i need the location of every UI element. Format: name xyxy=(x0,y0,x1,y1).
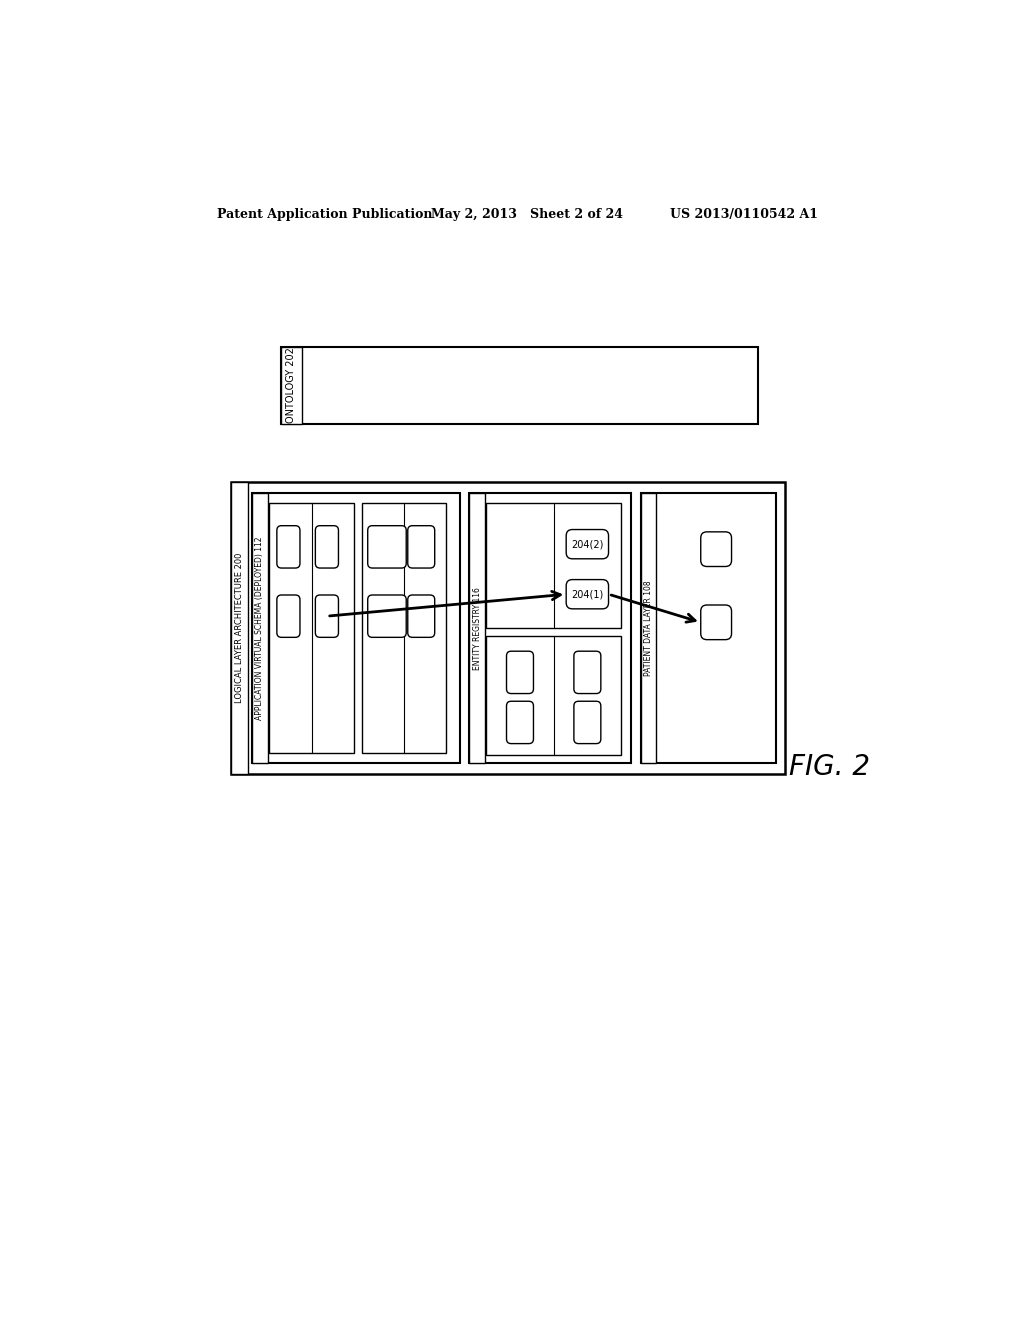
Bar xyxy=(252,494,267,763)
Text: 204(2): 204(2) xyxy=(571,539,603,549)
FancyBboxPatch shape xyxy=(408,595,435,638)
FancyBboxPatch shape xyxy=(276,525,300,568)
Bar xyxy=(361,503,446,752)
FancyBboxPatch shape xyxy=(276,595,300,638)
Bar xyxy=(641,494,656,763)
Text: US 2013/0110542 A1: US 2013/0110542 A1 xyxy=(670,209,817,222)
Bar xyxy=(281,347,302,424)
FancyBboxPatch shape xyxy=(573,701,601,743)
Text: ONTOLOGY 202: ONTOLOGY 202 xyxy=(287,347,297,424)
FancyBboxPatch shape xyxy=(700,605,731,640)
Bar xyxy=(641,494,776,763)
Text: FIG. 2: FIG. 2 xyxy=(788,752,870,780)
FancyBboxPatch shape xyxy=(368,525,407,568)
FancyBboxPatch shape xyxy=(566,529,608,558)
FancyBboxPatch shape xyxy=(507,701,534,743)
Bar xyxy=(230,482,785,775)
FancyBboxPatch shape xyxy=(573,651,601,693)
FancyBboxPatch shape xyxy=(507,651,534,693)
FancyBboxPatch shape xyxy=(408,525,435,568)
FancyBboxPatch shape xyxy=(700,532,731,566)
Text: Patent Application Publication: Patent Application Publication xyxy=(217,209,432,222)
Text: May 2, 2013   Sheet 2 of 24: May 2, 2013 Sheet 2 of 24 xyxy=(431,209,623,222)
Bar xyxy=(469,494,631,763)
Bar xyxy=(230,482,248,775)
Bar xyxy=(469,494,484,763)
FancyBboxPatch shape xyxy=(566,579,608,609)
Bar xyxy=(252,494,460,763)
FancyBboxPatch shape xyxy=(315,525,339,568)
Bar xyxy=(486,503,621,628)
Bar xyxy=(281,347,758,424)
Text: LOGICAL LAYER ARCHITECTURE 200: LOGICAL LAYER ARCHITECTURE 200 xyxy=(234,553,244,704)
Bar xyxy=(269,503,354,752)
Text: 204(1): 204(1) xyxy=(571,589,603,599)
FancyBboxPatch shape xyxy=(315,595,339,638)
Text: ENTITY REGISTRY 116: ENTITY REGISTRY 116 xyxy=(472,586,481,669)
Text: APPLICATION VIRTUAL SCHEMA (DEPLOYED) 112: APPLICATION VIRTUAL SCHEMA (DEPLOYED) 11… xyxy=(255,536,264,719)
Text: PATIENT DATA LAYER 108: PATIENT DATA LAYER 108 xyxy=(644,581,653,676)
FancyBboxPatch shape xyxy=(368,595,407,638)
Bar xyxy=(486,636,621,755)
